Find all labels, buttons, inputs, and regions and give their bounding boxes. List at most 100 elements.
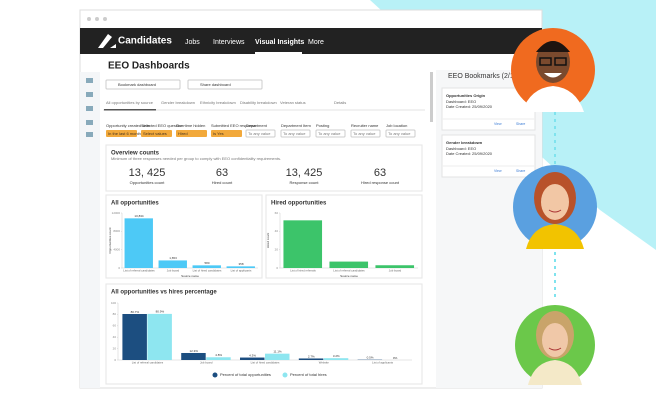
tab[interactable]: All opportunities by source bbox=[106, 100, 154, 105]
y-tick-label: 40 bbox=[275, 229, 279, 233]
legend-label: Percent of total opportunities bbox=[220, 372, 271, 377]
chart-title: All opportunities bbox=[111, 201, 159, 207]
x-tick-label: List of applicants bbox=[372, 361, 393, 365]
x-axis-label: Source name bbox=[340, 274, 358, 278]
sidebar-icon[interactable] bbox=[86, 92, 93, 97]
chart-title: Hired opportunities bbox=[271, 201, 327, 207]
filter-label: Overtime hidden bbox=[176, 123, 205, 128]
tab[interactable]: Ethnicity breakdown bbox=[200, 100, 236, 105]
nav-item[interactable]: Jobs bbox=[185, 39, 200, 46]
overview-subtitle: Minimum of three responses needed per gr… bbox=[111, 156, 281, 161]
x-tick-label: List of referral candidates bbox=[333, 269, 365, 273]
bar bbox=[283, 220, 323, 268]
value-label: 1,653 bbox=[169, 256, 177, 260]
filter-value: To any value bbox=[318, 131, 341, 136]
bookmark-name: Gender breakdown bbox=[446, 140, 483, 145]
value-label: 0.5% bbox=[367, 356, 374, 360]
filter-label: Department Item bbox=[281, 123, 311, 128]
y-tick-label: 20 bbox=[275, 247, 279, 251]
filter-value: Hired bbox=[178, 131, 188, 136]
window-dot bbox=[103, 17, 107, 21]
nav-item[interactable]: Interviews bbox=[213, 39, 245, 46]
avatar bbox=[515, 305, 595, 385]
filter-value: To any value bbox=[248, 131, 271, 136]
bar bbox=[226, 266, 255, 268]
x-tick-label: List of hired candidates bbox=[193, 269, 222, 273]
overview-card bbox=[105, 144, 423, 192]
filter-chip[interactable] bbox=[350, 129, 381, 138]
avatar bbox=[513, 165, 597, 249]
tab[interactable]: Details bbox=[334, 100, 346, 105]
stat-label: Response count bbox=[290, 180, 320, 185]
y-tick-label: 0 bbox=[276, 266, 278, 270]
filter-chip[interactable] bbox=[176, 130, 207, 137]
bookmark-action[interactable]: Share bbox=[516, 122, 525, 126]
bookmark-dashboard: Dashboard: EEO bbox=[446, 99, 476, 104]
value-label: 3.2% bbox=[333, 354, 340, 358]
bar bbox=[240, 357, 265, 360]
bar bbox=[124, 218, 153, 268]
sidebar-icon[interactable] bbox=[86, 106, 93, 111]
value-label: 10,834 bbox=[134, 214, 144, 218]
bookmark-card bbox=[441, 134, 536, 178]
value-label: 358 bbox=[238, 262, 243, 266]
bookmark-date: Date Created: 25/09/2020 bbox=[446, 151, 493, 156]
bookmark-action[interactable]: Share bbox=[516, 169, 525, 173]
y-tick-label: 4000 bbox=[113, 247, 120, 251]
x-tick-label: Job board bbox=[200, 361, 213, 365]
y-axis-label: Hired count bbox=[266, 233, 270, 249]
sidebar-icon[interactable] bbox=[86, 78, 93, 83]
nav-item[interactable]: More bbox=[308, 39, 324, 46]
bar bbox=[323, 358, 349, 360]
button[interactable] bbox=[105, 79, 181, 90]
y-tick-label: 100 bbox=[111, 301, 116, 305]
bookmark-title: EEO Bookmarks (2/10) bbox=[448, 73, 520, 80]
filter-chip[interactable] bbox=[141, 130, 172, 137]
filter-value: Select values bbox=[143, 131, 167, 136]
y-tick-label: 60 bbox=[275, 211, 279, 215]
bar bbox=[375, 265, 415, 268]
x-tick-label: List of hired referrals bbox=[290, 269, 316, 273]
nav-item[interactable]: Visual Insights bbox=[255, 39, 304, 46]
x-tick-label: List of hired candidates bbox=[251, 361, 280, 365]
app-name: Candidates bbox=[118, 36, 172, 47]
filter-label: Posting bbox=[316, 123, 329, 128]
sidebar-icon[interactable] bbox=[86, 132, 93, 137]
filter-value: To any value bbox=[283, 131, 306, 136]
bookmark-action[interactable]: View bbox=[494, 169, 502, 173]
page-title: EEO Dashboards bbox=[108, 61, 190, 72]
sidebar-icon[interactable] bbox=[86, 120, 93, 125]
filter-chip[interactable] bbox=[315, 129, 346, 138]
tab[interactable]: Gender breakdown bbox=[161, 100, 195, 105]
nav: Jobs Interviews Visual Insights More bbox=[185, 39, 324, 54]
filter-chip[interactable] bbox=[280, 129, 311, 138]
value-label: 4.3% bbox=[249, 353, 256, 357]
button-label: Bookmark dashboard bbox=[118, 82, 156, 87]
y-tick-label: 0 bbox=[114, 358, 116, 362]
filter-chip[interactable] bbox=[211, 130, 242, 137]
value-label: 4.8% bbox=[215, 353, 222, 357]
bar bbox=[329, 261, 369, 268]
overview-title: Overview counts bbox=[111, 151, 160, 157]
stat-value: 63 bbox=[216, 167, 228, 179]
y-tick-label: 8000 bbox=[113, 229, 120, 233]
bar bbox=[206, 357, 231, 360]
tab[interactable]: Disability breakdown bbox=[240, 100, 277, 105]
filter-label: Selected EEO question bbox=[141, 123, 182, 128]
bookmark-name: Opportunities Origin bbox=[446, 93, 486, 98]
nav-underline bbox=[255, 52, 302, 54]
button[interactable] bbox=[187, 79, 263, 90]
logo bbox=[98, 34, 116, 48]
filter-chip[interactable] bbox=[385, 129, 416, 138]
bookmark-action[interactable]: View bbox=[494, 122, 502, 126]
value-label: 12.3% bbox=[189, 349, 198, 353]
bookmark-dashboard: Dashboard: EEO bbox=[446, 146, 476, 151]
filter-chip[interactable] bbox=[106, 130, 137, 137]
x-tick-label: List of referral candidates bbox=[132, 361, 164, 365]
stat-value: 63 bbox=[374, 167, 386, 179]
tab[interactable]: Veteran status bbox=[280, 100, 306, 105]
y-tick-label: 60 bbox=[113, 324, 117, 328]
filter-chip[interactable] bbox=[245, 129, 276, 138]
bar bbox=[122, 314, 147, 360]
